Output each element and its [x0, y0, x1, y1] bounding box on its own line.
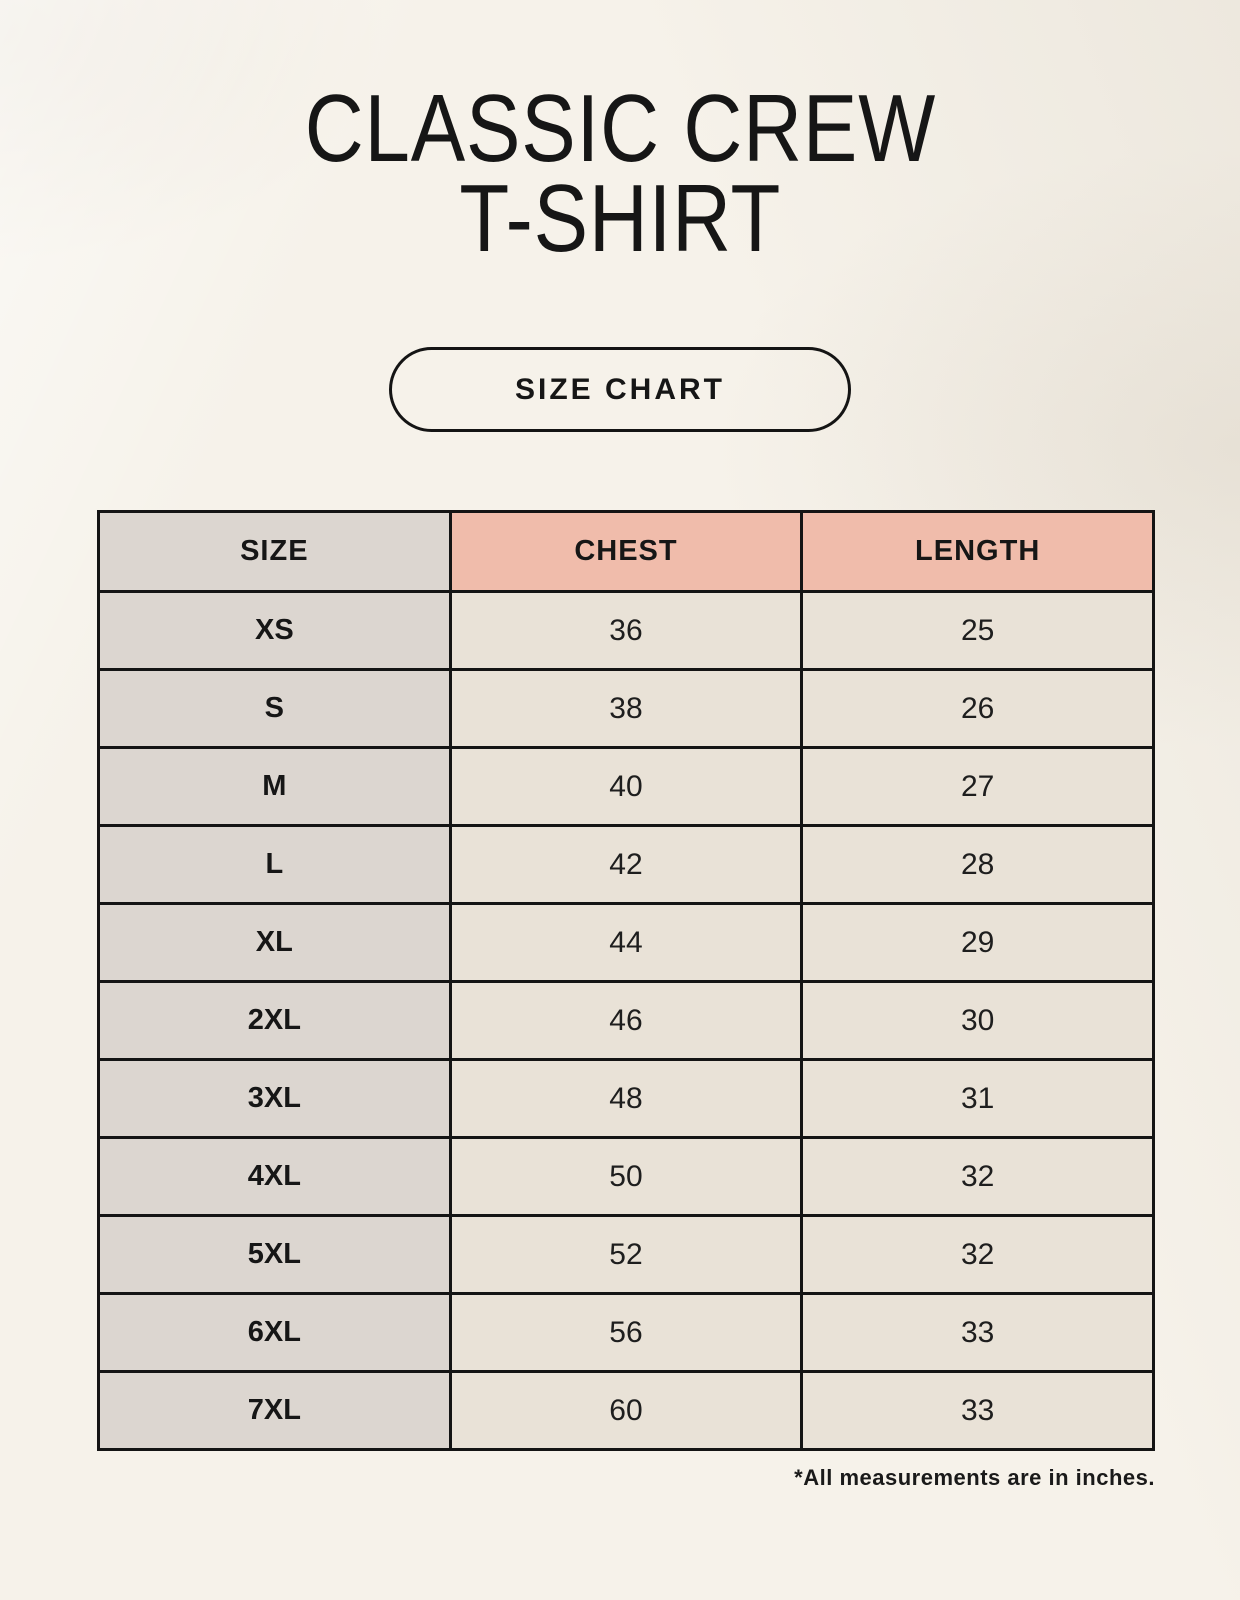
- size-cell: XS: [97, 590, 452, 671]
- size-cell: 4XL: [97, 1136, 452, 1217]
- table-row: S 38 26: [97, 668, 1155, 749]
- length-cell: 33: [800, 1292, 1155, 1373]
- chest-cell: 38: [448, 668, 804, 749]
- page-title-line2: T-SHIRT: [459, 165, 781, 272]
- chest-cell: 56: [448, 1292, 804, 1373]
- length-cell: 31: [800, 1058, 1155, 1139]
- footnote: *All measurements are in inches.: [794, 1465, 1155, 1490]
- table-row: 4XL 50 32: [97, 1136, 1155, 1217]
- chest-cell: 60: [448, 1370, 804, 1451]
- size-cell: 3XL: [97, 1058, 452, 1139]
- size-chart-button-label: SIZE CHART: [515, 372, 725, 406]
- size-cell: 2XL: [97, 980, 452, 1061]
- size-table-header: SIZE CHEST LENGTH: [97, 510, 1155, 593]
- size-cell: XL: [97, 902, 452, 983]
- table-row: 2XL 46 30: [97, 980, 1155, 1061]
- length-cell: 32: [800, 1136, 1155, 1217]
- size-cell: M: [97, 746, 452, 827]
- size-cell: 5XL: [97, 1214, 452, 1295]
- size-table: SIZE CHEST LENGTH XS 36 25 S 38 26 M 40 27 L 42 28 X…: [97, 510, 1155, 1451]
- size-table-container: SIZE CHEST LENGTH XS 36 25 S 38 26 M 40 27 L 42 28 X…: [97, 510, 1155, 1491]
- table-row: XL 44 29: [97, 902, 1155, 983]
- table-row: XS 36 25: [97, 590, 1155, 671]
- chest-cell: 40: [448, 746, 804, 827]
- size-cell: 7XL: [97, 1370, 452, 1451]
- size-chart-button[interactable]: SIZE CHART: [389, 347, 851, 432]
- length-cell: 28: [800, 824, 1155, 905]
- size-cell: L: [97, 824, 452, 905]
- length-cell: 29: [800, 902, 1155, 983]
- column-header-size: SIZE: [97, 510, 452, 593]
- column-header-length: LENGTH: [800, 510, 1155, 593]
- table-row: 7XL 60 33: [97, 1370, 1155, 1451]
- length-cell: 27: [800, 746, 1155, 827]
- chest-cell: 36: [448, 590, 804, 671]
- table-row: 6XL 56 33: [97, 1292, 1155, 1373]
- length-cell: 32: [800, 1214, 1155, 1295]
- table-row: M 40 27: [97, 746, 1155, 827]
- header-row: SIZE CHEST LENGTH: [97, 510, 1155, 593]
- column-header-chest: CHEST: [448, 510, 804, 593]
- table-row: L 42 28: [97, 824, 1155, 905]
- page-title-line1: CLASSIC CREW: [304, 75, 936, 182]
- length-cell: 30: [800, 980, 1155, 1061]
- table-row: 3XL 48 31: [97, 1058, 1155, 1139]
- size-cell: S: [97, 668, 452, 749]
- size-table-body: XS 36 25 S 38 26 M 40 27 L 42 28 XL 44 29 2XL 46 30 3XL 48 3…: [97, 590, 1155, 1451]
- length-cell: 33: [800, 1370, 1155, 1451]
- page-title: CLASSIC CREW T-SHIRT: [0, 75, 1240, 272]
- size-cell: 6XL: [97, 1292, 452, 1373]
- chest-cell: 52: [448, 1214, 804, 1295]
- chest-cell: 50: [448, 1136, 804, 1217]
- chest-cell: 42: [448, 824, 804, 905]
- length-cell: 26: [800, 668, 1155, 749]
- length-cell: 25: [800, 590, 1155, 671]
- table-row: 5XL 52 32: [97, 1214, 1155, 1295]
- chest-cell: 44: [448, 902, 804, 983]
- chest-cell: 48: [448, 1058, 804, 1139]
- chest-cell: 46: [448, 980, 804, 1061]
